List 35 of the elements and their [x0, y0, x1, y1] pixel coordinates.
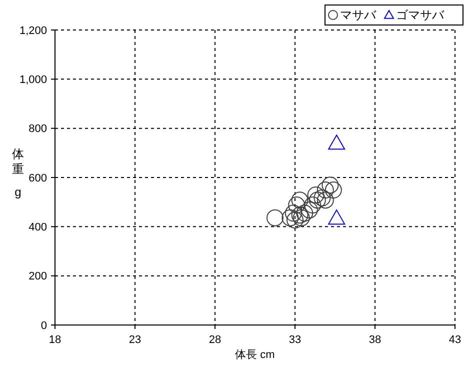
- y-tick-label: 600: [28, 172, 47, 184]
- point: [316, 182, 334, 199]
- point: [322, 176, 339, 194]
- y-tick-label: 0: [40, 320, 47, 332]
- x-tick-label: 33: [288, 334, 302, 346]
- point: [288, 196, 306, 214]
- legend-label: マサバ: [340, 8, 377, 22]
- point: [307, 186, 324, 204]
- x-tick-label: 43: [448, 334, 462, 346]
- y-tick-label: 1,200: [19, 24, 47, 37]
- point: [300, 201, 318, 218]
- y-tick-label: 400: [28, 222, 47, 234]
- point: [291, 192, 308, 209]
- point: [316, 192, 334, 209]
- point: [286, 212, 304, 229]
- x-tick-label: 38: [368, 334, 382, 346]
- point: [328, 134, 346, 150]
- point: [324, 182, 342, 199]
- point: [304, 196, 322, 214]
- point: [328, 210, 346, 225]
- point: [308, 192, 326, 209]
- point: [296, 204, 314, 222]
- y-tick-label: 800: [28, 123, 47, 136]
- legend-label: ゴマサバ: [396, 8, 445, 22]
- point: [314, 189, 331, 206]
- point: [282, 209, 299, 226]
- x-tick-label: 23: [128, 334, 142, 346]
- x-tick-label: 18: [48, 334, 62, 346]
- y-tick-label: 1,000: [19, 74, 47, 86]
- point: [266, 209, 284, 226]
- y-tick-label: 200: [28, 270, 47, 283]
- point: [284, 204, 302, 222]
- y-axis-title: 体重 g: [12, 147, 24, 199]
- x-tick-label: 28: [208, 334, 222, 346]
- x-axis-title: 体長 cm: [235, 349, 275, 361]
